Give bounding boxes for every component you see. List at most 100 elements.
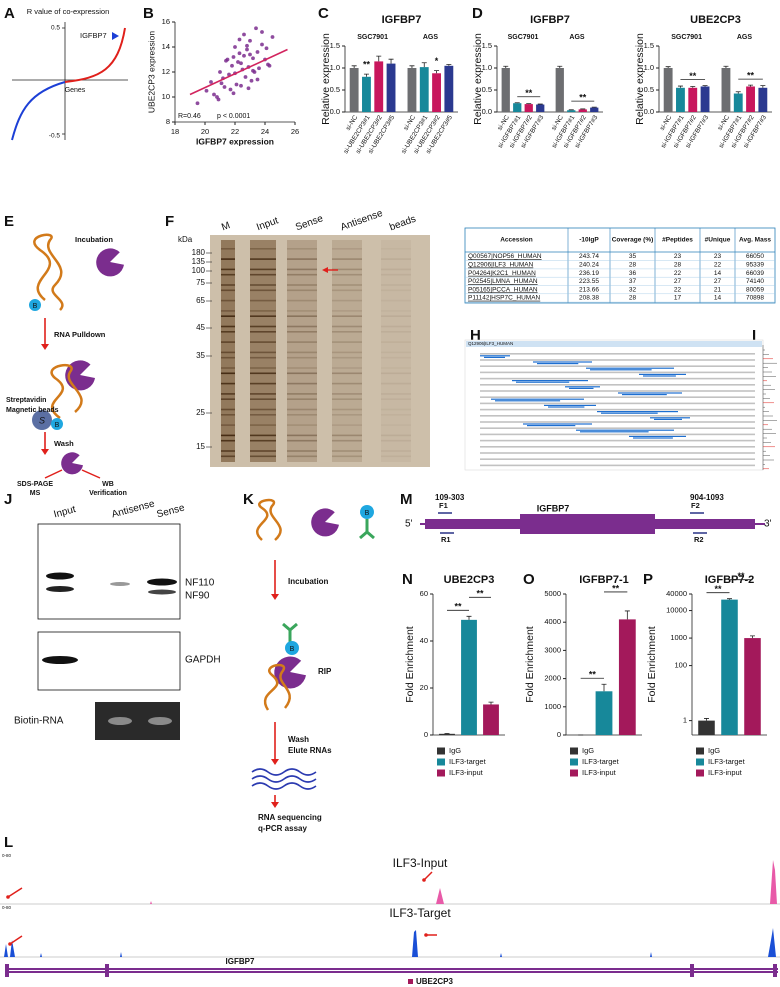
point bbox=[237, 51, 242, 56]
marker-label: 15 bbox=[196, 442, 205, 451]
band bbox=[221, 414, 235, 416]
annotation: ** bbox=[612, 583, 620, 593]
arrow bbox=[44, 469, 63, 479]
peptide-cover bbox=[495, 400, 561, 402]
point bbox=[251, 56, 255, 61]
group-label: SGC7901 bbox=[508, 34, 539, 41]
band bbox=[381, 414, 411, 416]
point bbox=[236, 60, 240, 64]
point bbox=[243, 75, 248, 79]
table-cell: Q00567|NOP56_HUMAN bbox=[468, 253, 542, 260]
band bbox=[287, 414, 317, 416]
band bbox=[221, 268, 235, 271]
table-cell: 28 bbox=[629, 295, 637, 302]
y-tick-label: 40000 bbox=[666, 589, 687, 598]
exon bbox=[773, 964, 777, 977]
band bbox=[381, 341, 411, 343]
annotation: ** bbox=[689, 71, 697, 81]
table-cell: 208.38 bbox=[579, 295, 599, 302]
annotation: * bbox=[435, 56, 439, 66]
arrow-head bbox=[422, 878, 426, 882]
marker-label: 135 bbox=[192, 257, 206, 266]
band bbox=[221, 325, 235, 328]
point bbox=[212, 92, 216, 97]
bar bbox=[461, 619, 477, 735]
band bbox=[287, 331, 317, 333]
x-tick-label: 18 bbox=[171, 127, 179, 136]
band bbox=[381, 356, 411, 359]
primer-label: R1 bbox=[441, 535, 451, 544]
sequence-text bbox=[480, 439, 755, 442]
y-axis-label: Fold Enrichment bbox=[646, 626, 658, 703]
peptide-cover bbox=[484, 356, 505, 358]
annotation: ** bbox=[363, 60, 371, 70]
band bbox=[332, 315, 362, 317]
sequence-text bbox=[480, 384, 755, 386]
bar bbox=[524, 104, 533, 112]
y-tick-label: 1 bbox=[683, 716, 687, 725]
y-tick-label: 40 bbox=[420, 636, 428, 645]
band bbox=[42, 656, 78, 664]
arrow-head bbox=[8, 942, 12, 946]
band bbox=[221, 315, 235, 317]
biotin bbox=[360, 505, 374, 519]
band bbox=[332, 424, 362, 426]
error-bar bbox=[434, 70, 440, 74]
band bbox=[250, 315, 276, 317]
band bbox=[332, 356, 362, 359]
lane-label: Sense bbox=[294, 213, 325, 233]
band bbox=[221, 439, 235, 442]
legend-label: IgG bbox=[708, 746, 720, 755]
marker-label: 180 bbox=[192, 248, 206, 257]
band bbox=[250, 367, 276, 369]
band bbox=[287, 273, 317, 276]
table-border bbox=[464, 227, 776, 304]
band bbox=[221, 248, 235, 250]
error-bar bbox=[488, 701, 494, 705]
curve-positive bbox=[64, 27, 126, 83]
band bbox=[381, 284, 411, 286]
band bbox=[221, 258, 235, 260]
y-tick-label: 1000 bbox=[544, 702, 561, 711]
lane bbox=[221, 240, 235, 462]
sequence-box bbox=[464, 339, 764, 471]
arrow-head bbox=[424, 933, 428, 937]
band bbox=[250, 424, 276, 426]
point bbox=[248, 38, 252, 43]
band bbox=[381, 367, 411, 369]
peptide-cover bbox=[523, 423, 592, 425]
sequence-title: Q12906|ILF3_HUMAN bbox=[468, 341, 513, 346]
band bbox=[381, 299, 411, 302]
lane bbox=[250, 240, 276, 462]
band bbox=[250, 439, 276, 442]
column-header: #Peptides bbox=[662, 237, 693, 244]
band bbox=[221, 367, 235, 369]
annotation: R=0.46 bbox=[178, 113, 201, 120]
arrow-head bbox=[41, 344, 49, 350]
band bbox=[250, 299, 276, 302]
band bbox=[250, 310, 276, 312]
peptide-cover bbox=[597, 411, 678, 413]
point bbox=[242, 32, 246, 37]
legend-swatch bbox=[570, 769, 578, 777]
track-peaks bbox=[4, 928, 776, 957]
end-label: 5' bbox=[405, 519, 413, 530]
point bbox=[245, 43, 249, 48]
legend-label: ILF3-input bbox=[449, 768, 484, 777]
band bbox=[221, 372, 235, 375]
lane bbox=[381, 240, 411, 462]
band bbox=[250, 393, 276, 395]
bar bbox=[374, 61, 384, 112]
scale-label: 0-80 bbox=[2, 853, 12, 858]
y-axis-label: Relative expression bbox=[320, 33, 332, 125]
peptide-cover bbox=[650, 417, 690, 419]
band bbox=[221, 341, 235, 343]
error-bar bbox=[363, 73, 369, 77]
error-bar bbox=[388, 58, 394, 64]
exon bbox=[105, 964, 109, 977]
band bbox=[381, 310, 411, 312]
group-label: AGS bbox=[737, 34, 753, 41]
band bbox=[46, 586, 74, 592]
bar bbox=[618, 619, 636, 735]
point bbox=[255, 77, 260, 82]
